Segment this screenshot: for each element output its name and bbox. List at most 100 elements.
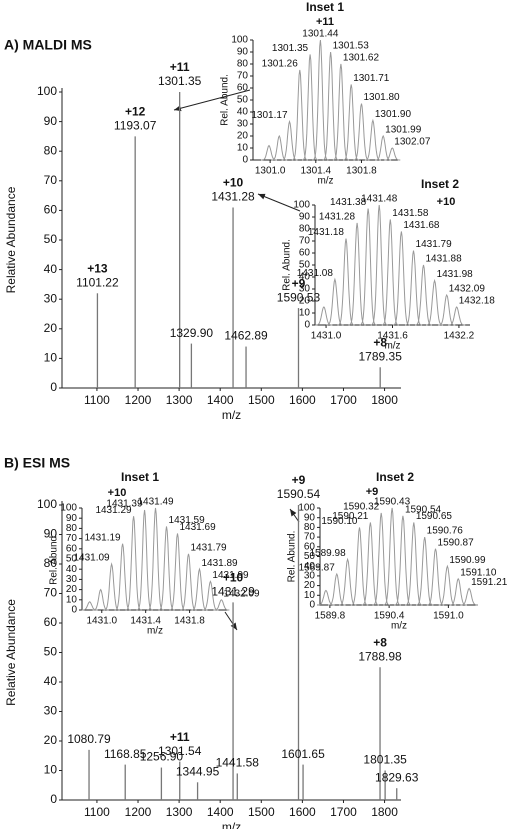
peak xyxy=(350,527,369,606)
peak-label: 1590.99 xyxy=(449,555,486,566)
y-tick-label: 10 xyxy=(237,143,249,154)
y-tick-label: 80 xyxy=(66,523,78,534)
x-tick-label: 1431.0 xyxy=(311,331,342,342)
peak xyxy=(425,278,444,326)
peak-label: 1590.43 xyxy=(374,497,411,508)
peak xyxy=(361,522,380,606)
y-tick-label: 90 xyxy=(66,513,78,524)
peak-label: 1301.80 xyxy=(363,92,400,103)
y-tick-label: 30 xyxy=(44,291,58,305)
charge-label: +10 xyxy=(223,176,244,190)
x-axis-label: m/z xyxy=(317,176,333,187)
y-tick-label: 50 xyxy=(44,645,58,659)
peak-label: 1789.35 xyxy=(358,349,402,363)
peak-label: 1590.65 xyxy=(416,511,453,522)
y-tick-label: 70 xyxy=(304,532,316,543)
peak-label: 1590.32 xyxy=(343,501,380,512)
peak-label: 1431.38 xyxy=(330,197,367,208)
y-tick-label: 10 xyxy=(66,594,78,605)
y-tick-label: 20 xyxy=(237,131,249,142)
y-tick-label: 60 xyxy=(44,615,58,629)
peak-label: 1344.95 xyxy=(176,764,220,778)
peak xyxy=(213,599,230,611)
peak xyxy=(191,567,208,611)
y-tick-label: 100 xyxy=(298,503,315,514)
x-tick-label: 1590.4 xyxy=(374,611,405,622)
peak-label: 1431.19 xyxy=(84,532,121,543)
peak-label: 1431.28 xyxy=(211,190,255,204)
x-tick-label: 1300 xyxy=(166,393,193,407)
charge-label: +13 xyxy=(87,261,108,275)
peak-label: 1590.21 xyxy=(332,511,369,522)
peak xyxy=(353,103,370,161)
peak xyxy=(405,522,423,606)
peak-label: 1432.18 xyxy=(459,296,496,307)
y-tick-label: 80 xyxy=(299,224,311,235)
charge-label: +9 xyxy=(292,473,306,487)
x-tick-label: 1400 xyxy=(207,805,234,819)
x-tick-label: 1500 xyxy=(248,805,275,819)
y-tick-label: 0 xyxy=(50,380,57,394)
y-tick-label: 0 xyxy=(304,320,310,331)
peak-label: 1462.89 xyxy=(224,329,268,343)
peak-label: 1431.88 xyxy=(426,254,463,265)
peak-label: 1432.09 xyxy=(223,588,260,599)
y-axis-label: Rel. Abund. xyxy=(282,239,293,291)
y-tick-label: 20 xyxy=(304,580,316,591)
y-tick-label: 50 xyxy=(237,95,249,106)
y-tick-label: 70 xyxy=(299,236,311,247)
y-tick-label: 60 xyxy=(44,203,58,217)
peak xyxy=(291,69,308,161)
peak-label: 1589.87 xyxy=(299,563,336,574)
peak-label: 1301.99 xyxy=(385,125,422,136)
y-tick-label: 20 xyxy=(66,584,78,595)
chart-title: Inset 1 xyxy=(121,470,159,484)
peak-label: 1329.90 xyxy=(170,326,214,340)
y-tick-label: 20 xyxy=(44,733,58,747)
peak-label: 1590.53 xyxy=(277,290,321,304)
y-tick-label: 80 xyxy=(237,59,249,70)
peak-label: 1590.54 xyxy=(405,504,442,515)
y-tick-label: 90 xyxy=(304,512,316,523)
peak xyxy=(404,250,423,326)
x-tick-label: 1600 xyxy=(289,393,316,407)
y-tick-label: 60 xyxy=(66,543,78,554)
x-tick-label: 1301.4 xyxy=(300,166,331,177)
y-tick-label: 30 xyxy=(299,284,311,295)
peak-label: 1301.44 xyxy=(302,29,339,40)
y-axis-label: Rel. Abund. xyxy=(220,74,231,126)
peak-label: 1431.09 xyxy=(73,553,110,564)
peak xyxy=(381,219,399,326)
x-axis-label: m/z xyxy=(222,408,241,422)
peak xyxy=(312,39,329,161)
peak xyxy=(394,515,412,606)
x-tick-label: 1589.8 xyxy=(315,611,346,622)
y-tick-label: 0 xyxy=(242,155,248,166)
charge-label: +12 xyxy=(125,105,146,119)
y-tick-label: 20 xyxy=(44,321,58,335)
peak-label: 1301.71 xyxy=(353,73,390,84)
peak xyxy=(114,543,131,611)
y-tick-label: 30 xyxy=(237,119,249,130)
charge-label: +8 xyxy=(373,635,387,649)
y-tick-label: 40 xyxy=(44,674,58,688)
peak xyxy=(180,553,197,611)
peak-label: 1589.98 xyxy=(309,548,346,559)
peak xyxy=(438,564,457,606)
peak-label: 1801.35 xyxy=(363,753,407,767)
x-tick-label: 1300 xyxy=(166,805,193,819)
y-axis-label: Relative Abundance xyxy=(4,186,18,293)
x-tick-label: 1100 xyxy=(84,805,110,819)
x-tick-label: 1400 xyxy=(207,393,234,407)
peak xyxy=(92,588,109,611)
peak xyxy=(383,507,401,606)
x-tick-label: 1800 xyxy=(371,393,398,407)
y-tick-label: 40 xyxy=(237,107,249,118)
peak xyxy=(338,557,357,606)
peak xyxy=(384,147,401,161)
y-tick-label: 10 xyxy=(44,763,58,777)
peak xyxy=(322,51,339,161)
y-tick-label: 10 xyxy=(44,351,58,365)
peak xyxy=(328,572,346,606)
peak xyxy=(281,119,298,161)
